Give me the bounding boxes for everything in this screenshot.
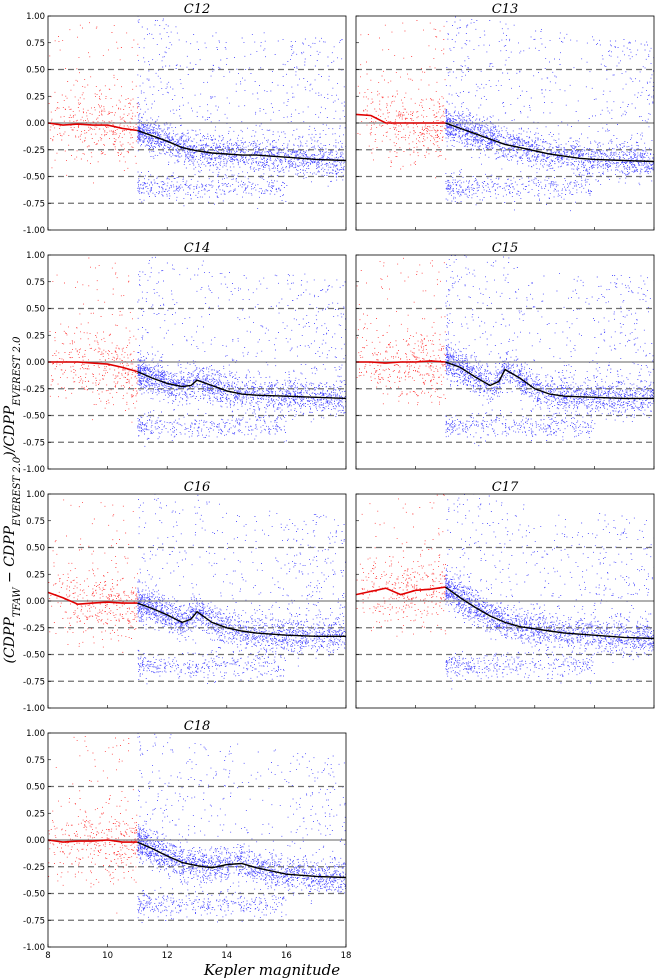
median-line-faint: [137, 602, 346, 637]
faint-star-points: [137, 16, 346, 210]
median-line-bright: [355, 586, 446, 596]
median-line-faint: [137, 841, 347, 879]
panel-title: C16: [184, 480, 211, 495]
y-tick-label: -0.75: [23, 916, 45, 926]
panel-c15: C15: [355, 241, 655, 470]
panel-title: C14: [184, 241, 211, 256]
bright-star-points: [48, 499, 138, 653]
panel-c14: C14 -1.00 -0.75 -0.50 -0.25 0.00 0.25 0.50 0.75 1…: [23, 241, 347, 475]
faint-star-points: [445, 16, 654, 212]
bright-star-points: [48, 736, 139, 914]
bright-star-points: [48, 22, 139, 184]
faint-star-points: [445, 494, 654, 690]
y-tick-label: -0.75: [23, 677, 45, 687]
y-tick-label: 0.00: [26, 358, 45, 368]
y-tick-label: -0.50: [23, 651, 45, 661]
y-tick-label: 1.00: [26, 251, 45, 261]
y-tick-label: -0.25: [23, 624, 45, 634]
y-tick-label: 0.25: [26, 92, 45, 102]
panel-title: C18: [184, 719, 211, 734]
median-line-bright: [47, 122, 138, 132]
panel-c12: C12 -1.00 -0.75 -0.50 -0.25 0.00 0.25 0.50 0.75 1…: [23, 2, 347, 236]
median-line-bright: [47, 591, 138, 606]
y-tick-label: -0.50: [23, 412, 45, 422]
x-tick-label: 16: [281, 951, 292, 961]
y-tick-label: -0.75: [23, 199, 45, 209]
y-tick-label: 0.50: [26, 783, 45, 793]
panel-title: C13: [492, 2, 519, 17]
y-tick-label: 0.00: [26, 597, 45, 607]
median-line-bright: [48, 361, 138, 373]
scatter-points: [356, 494, 654, 690]
x-tick-label: 10: [102, 951, 113, 961]
y-tick-label: 1.00: [26, 490, 45, 500]
panel-title: C17: [492, 480, 519, 495]
median-line-bright: [47, 839, 138, 843]
bright-star-points: [357, 20, 447, 179]
y-tick-label: 0.50: [26, 305, 45, 315]
y-tick-label: -0.75: [23, 438, 45, 448]
y-tick-label: 1.00: [26, 729, 45, 739]
median-line-faint: [445, 122, 655, 163]
x-tick-label: 8: [45, 951, 50, 961]
median-line-faint: [445, 361, 654, 400]
y-tick-label: 0.75: [26, 517, 45, 527]
median-line-faint: [444, 586, 655, 640]
scatter-points: [49, 256, 346, 447]
y-tick-label: -0.50: [23, 890, 45, 900]
y-tick-label: 0.75: [26, 756, 45, 766]
bright-star-points: [49, 257, 139, 423]
median-line-bright: [355, 113, 446, 124]
y-tick-label: 0.50: [26, 66, 45, 76]
y-tick-label: 0.00: [26, 836, 45, 846]
y-tick-label: -1.00: [23, 704, 45, 714]
x-tick-label: 12: [162, 951, 173, 961]
panels-container: C12 -1.00 -0.75 -0.50 -0.25 0.00 0.25 0.50 0.75 1…: [23, 2, 655, 961]
panel-c18: C18 -1.00 -0.75 -0.50 -0.25 0.00 0.25 0.50 0.75 1…: [23, 719, 351, 961]
y-tick-label: 0.25: [26, 809, 45, 819]
median-line-faint: [137, 129, 347, 162]
bright-star-points: [356, 257, 446, 406]
y-tick-label: -0.25: [23, 146, 45, 156]
scatter-points: [48, 16, 346, 210]
y-tick-label: 0.75: [26, 278, 45, 288]
scatter-points: [357, 16, 654, 212]
median-line-faint: [137, 370, 347, 400]
y-tick-label: 0.00: [26, 119, 45, 129]
panel-c17: C17: [355, 480, 655, 709]
bright-star-points: [356, 494, 447, 637]
y-tick-label: -1.00: [23, 943, 45, 953]
panel-title: C12: [184, 2, 211, 17]
x-tick-label: 18: [341, 951, 352, 961]
y-tick-label: -0.25: [23, 385, 45, 395]
y-tick-label: -0.50: [23, 173, 45, 183]
x-tick-label: 14: [221, 951, 232, 961]
panel-c16: C16 -1.00 -0.75 -0.50 -0.25 0.00 0.25 0.50 0.75 1…: [23, 480, 347, 714]
y-tick-label: 0.25: [26, 570, 45, 580]
y-tick-label: -0.25: [23, 863, 45, 873]
y-tick-label: 0.75: [26, 39, 45, 49]
y-axis-label: (CDPPTFAW − CDPPEVEREST 2.0)/CDPPEVEREST…: [2, 336, 23, 664]
y-tick-label: 1.00: [26, 12, 45, 22]
median-line-bright: [356, 360, 446, 364]
panel-title: C15: [492, 241, 519, 256]
panel-c13: C13: [355, 2, 655, 231]
y-tick-label: 0.25: [26, 331, 45, 341]
y-tick-label: 0.50: [26, 544, 45, 554]
x-axis-label: Kepler magnitude: [203, 961, 340, 979]
y-tick-label: -1.00: [23, 465, 45, 475]
faint-star-points: [137, 256, 346, 447]
y-tick-label: -1.00: [23, 226, 45, 236]
